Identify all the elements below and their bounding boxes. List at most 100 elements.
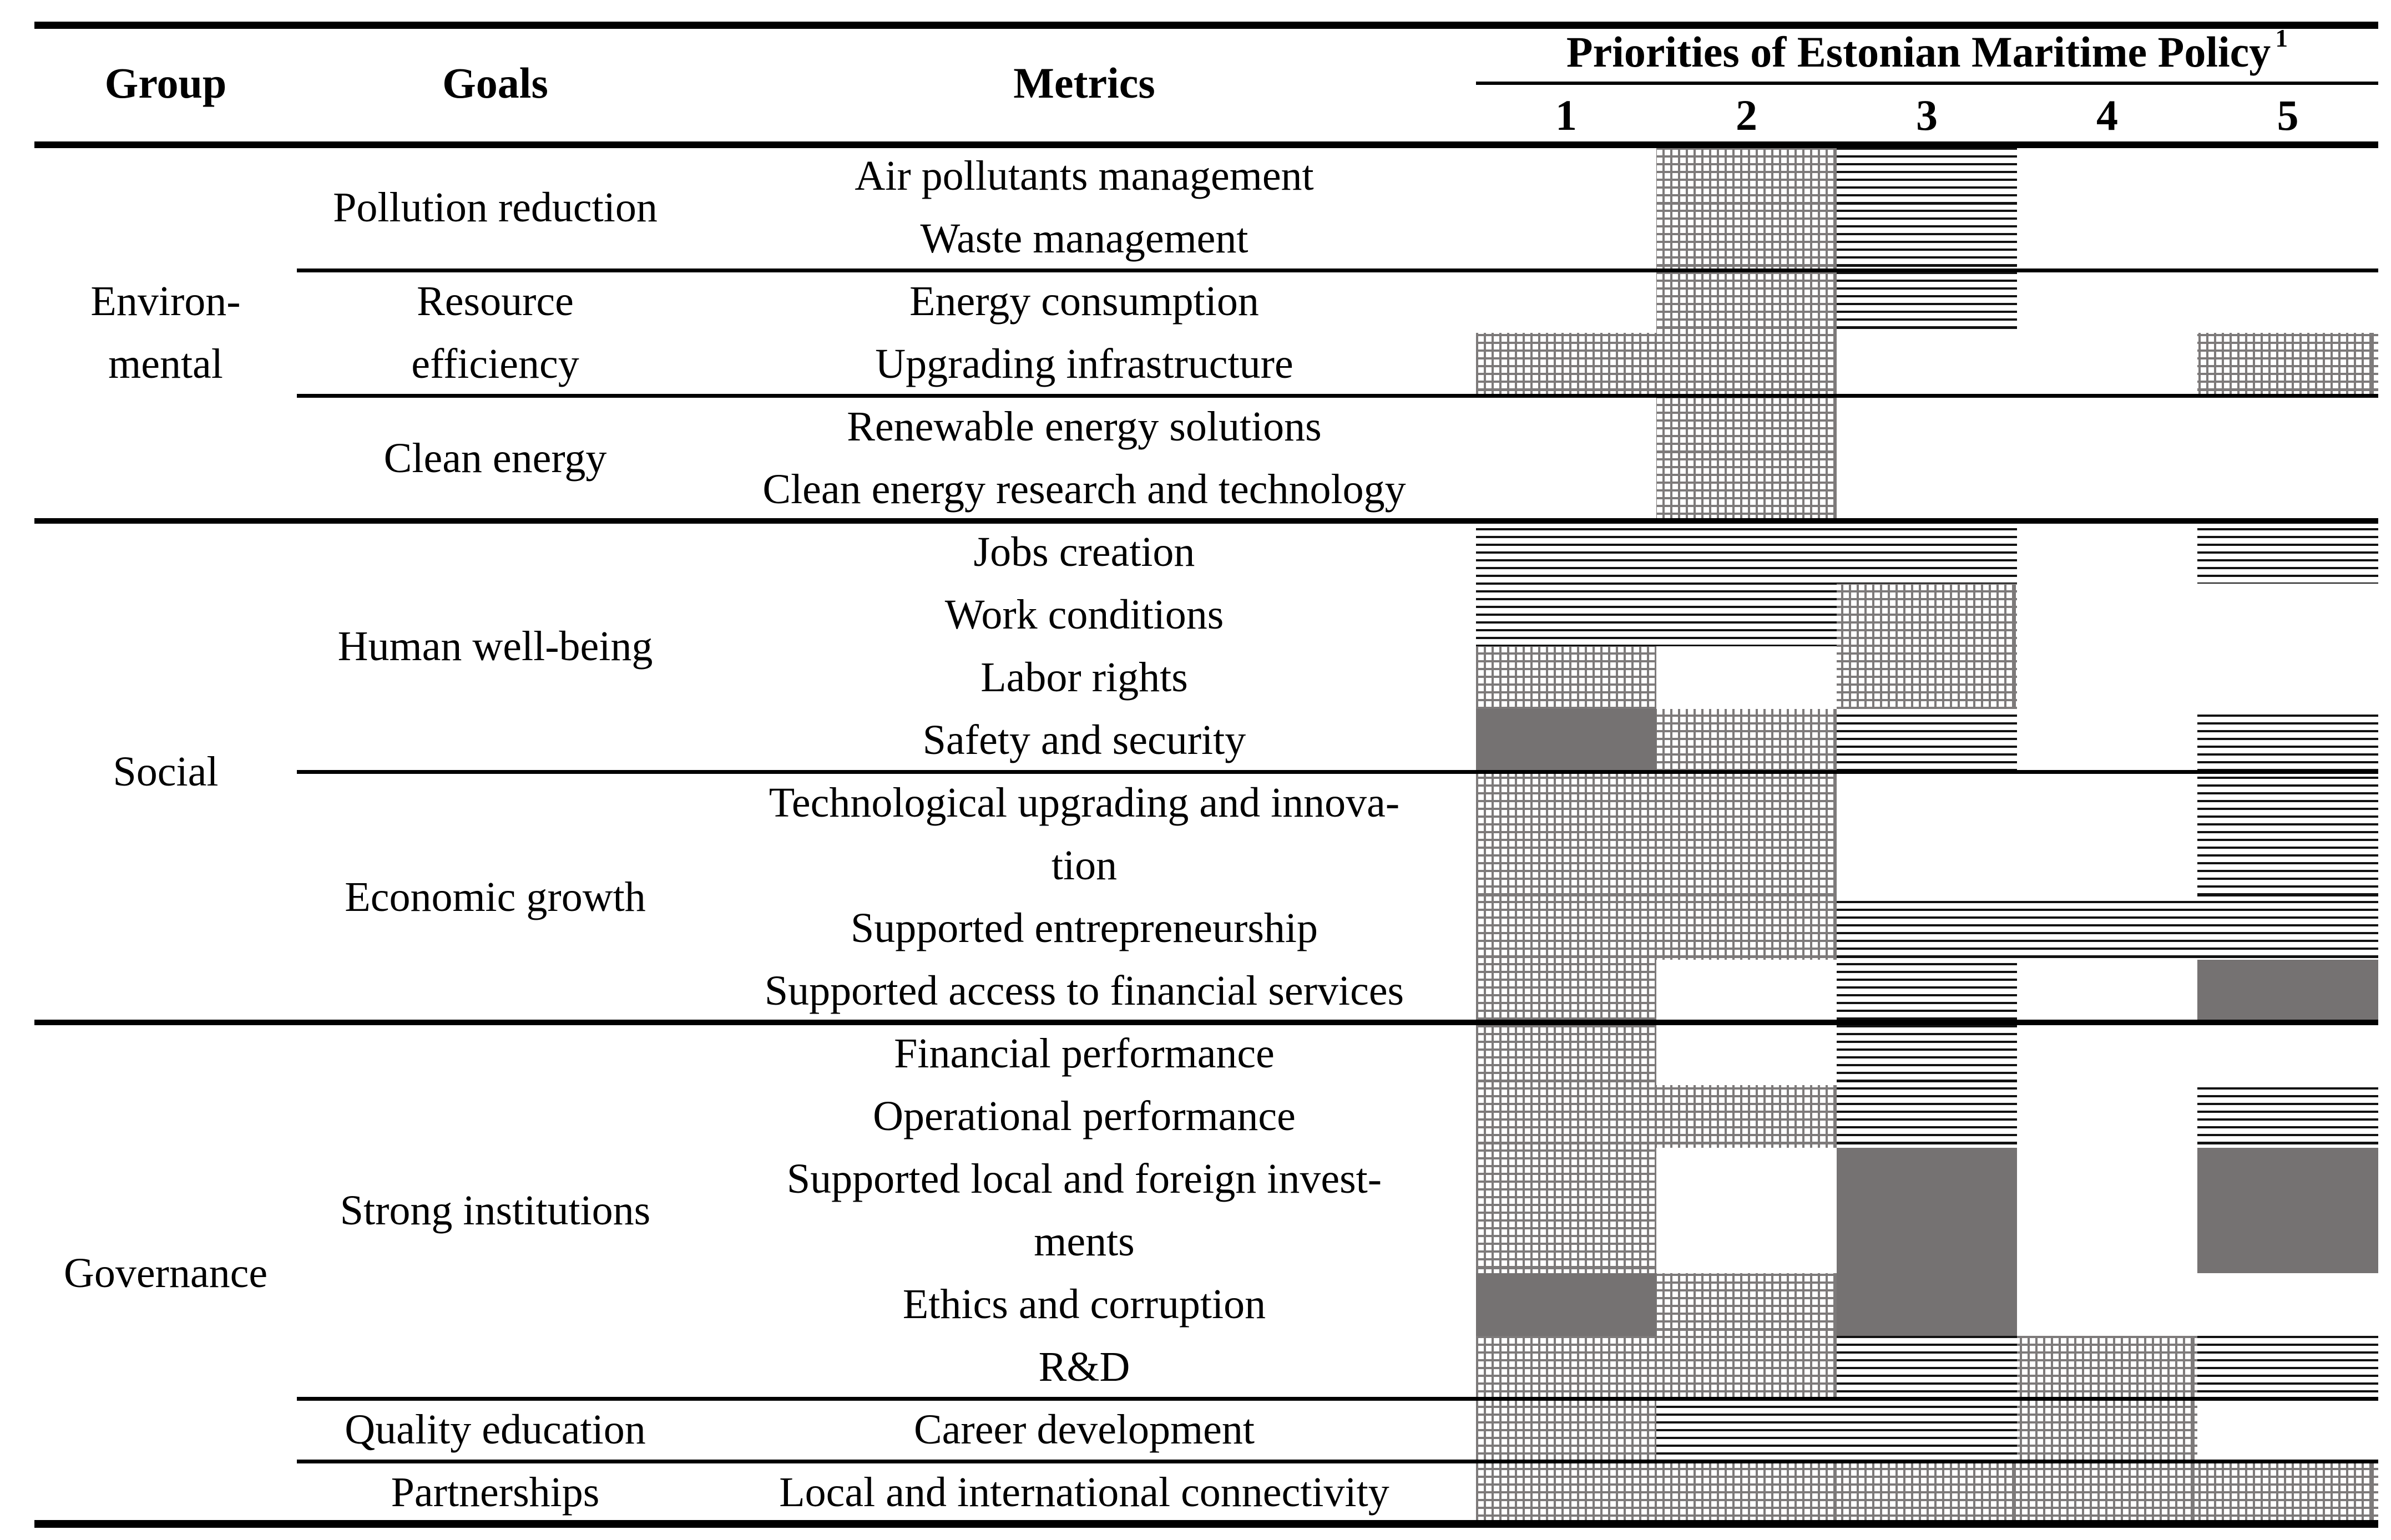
metric-label-line: Ethics and corruption [902, 1281, 1266, 1328]
priority-cell-grid [1656, 1273, 1837, 1336]
priority-cell-grid [1476, 1148, 1656, 1273]
rule-priorities-subheader [1476, 82, 2378, 85]
rule-goal-separator [297, 394, 2378, 398]
priority-cell-hlines [1837, 1022, 2017, 1085]
priority-cell-grid [1476, 1336, 1656, 1399]
priority-cell-hlines [1837, 1085, 2017, 1148]
group-label-line: Social [113, 748, 219, 795]
priority-cell-grid [1476, 1085, 1656, 1148]
metric-label-line: ments [1034, 1218, 1135, 1265]
metric-label: Air pollutants management [694, 145, 1475, 207]
priority-cell-grid [2017, 1336, 2197, 1399]
metric-label: Clean energy research and technology [694, 458, 1475, 521]
goal-label-line: Resource [417, 278, 574, 325]
goal-label-line: Partnerships [391, 1469, 600, 1516]
priority-cell-hlines [1476, 584, 1656, 646]
goal-label: Quality education [297, 1399, 694, 1461]
priority-cell-hlines [1837, 145, 2017, 207]
priority-cell-grid [1656, 458, 1837, 521]
priority-cell-hlines [2197, 709, 2378, 772]
goal-label: Partnerships [297, 1461, 694, 1524]
metric-label-line: Labor rights [980, 654, 1188, 701]
group-label: Governance [34, 1022, 297, 1524]
metric-label-line: R&D [1038, 1344, 1130, 1390]
priority-cell-hlines [1837, 709, 2017, 772]
priority-cell-hlines [1837, 960, 2017, 1022]
goal-label-line: Strong institutions [340, 1187, 651, 1234]
priority-cell-hlines [2197, 1085, 2378, 1148]
priority-cell-solid [1837, 1148, 2017, 1273]
metric-label: Technological upgrading and innova-tion [694, 772, 1475, 897]
priority-level-header-line: 3 [1916, 90, 1938, 139]
goal-label: Resource efficiency [297, 270, 694, 396]
rule-goal-separator [297, 770, 2378, 774]
metric-label: Work conditions [694, 584, 1475, 646]
priority-level-header-line: 2 [1736, 90, 1757, 139]
group-label: Social [34, 521, 297, 1022]
metric-label: Labor rights [694, 646, 1475, 709]
priority-cell-solid [1837, 1273, 2017, 1336]
metric-label: Supported local and foreign invest-ments [694, 1148, 1475, 1273]
priority-cell-grid [1476, 333, 1656, 396]
metric-label: Jobs creation [694, 521, 1475, 584]
metric-label: Operational performance [694, 1085, 1475, 1148]
metric-label-line: Career development [913, 1406, 1255, 1453]
metric-label-line: Operational performance [873, 1093, 1296, 1139]
metric-label: Local and international connectivity [694, 1461, 1475, 1524]
goal-label: Strong institutions [297, 1022, 694, 1399]
priority-cell-grid [1656, 1085, 1837, 1148]
goal-label-line: efficiency [411, 341, 579, 387]
metric-label: Energy consumption [694, 270, 1475, 333]
priority-cell-solid [1476, 709, 1656, 772]
priority-level-header: 3 [1837, 85, 2017, 145]
metric-label: Career development [694, 1399, 1475, 1461]
metric-label: Renewable energy solutions [694, 396, 1475, 458]
metric-label-line: Jobs creation [973, 529, 1195, 575]
priority-level-header-line: 5 [2277, 90, 2299, 139]
priority-cell-hlines [2197, 772, 2378, 897]
rule-top [34, 22, 2378, 29]
group-label-line: mental [108, 341, 223, 387]
metric-label-line: tion [1051, 842, 1118, 889]
priority-cell-grid [2017, 1399, 2197, 1461]
priority-level-header: 5 [2197, 85, 2378, 145]
priority-cell-grid [1476, 1461, 1656, 1524]
metric-label-line: Technological upgrading and innova- [769, 779, 1400, 826]
group-label-line: Governance [63, 1249, 268, 1296]
column-header-metrics: Metrics [1013, 58, 1155, 107]
priorities-title-text: Priorities of Estonian Maritime Policy [1566, 28, 2271, 76]
priority-cell-grid [1656, 396, 1837, 458]
goal-label-line: Quality education [345, 1406, 646, 1453]
priority-level-header: 2 [1656, 85, 1837, 145]
priority-cell-grid [2197, 333, 2378, 396]
metric-label: Waste management [694, 207, 1475, 270]
priority-cell-grid [1656, 145, 1837, 207]
column-header-group: Group [104, 58, 227, 107]
metric-label: Ethics and corruption [694, 1273, 1475, 1336]
priority-cell-grid [1656, 1336, 1837, 1399]
priority-cell-solid [1476, 1273, 1656, 1336]
priority-cell-grid [1476, 897, 1656, 960]
column-header-goals: Goals [442, 58, 548, 107]
goal-label: Pollution reduction [297, 145, 694, 270]
priority-cell-hlines [1837, 1336, 2017, 1399]
priority-cell-grid [1476, 960, 1656, 1022]
rule-bottom [34, 1520, 2378, 1528]
rule-group-separator [34, 518, 2378, 524]
goal-label: Human well-being [297, 521, 694, 772]
priority-cell-hlines [1656, 521, 1837, 584]
priority-cell-hlines [2197, 521, 2378, 584]
group-label: Environ-mental [34, 145, 297, 521]
priority-cell-grid [1656, 207, 1837, 270]
priority-cell-grid [1656, 897, 1837, 960]
goal-label-line: Pollution reduction [333, 184, 658, 231]
metric-label-line: Energy consumption [909, 278, 1259, 325]
priority-cell-hlines [1837, 270, 2017, 333]
footnote-marker: 1 [2275, 24, 2288, 53]
metric-label-line: Safety and security [922, 717, 1246, 763]
priority-level-header: 4 [2017, 85, 2197, 145]
metric-label-line: Financial performance [894, 1030, 1275, 1077]
priority-cell-hlines [1837, 207, 2017, 270]
